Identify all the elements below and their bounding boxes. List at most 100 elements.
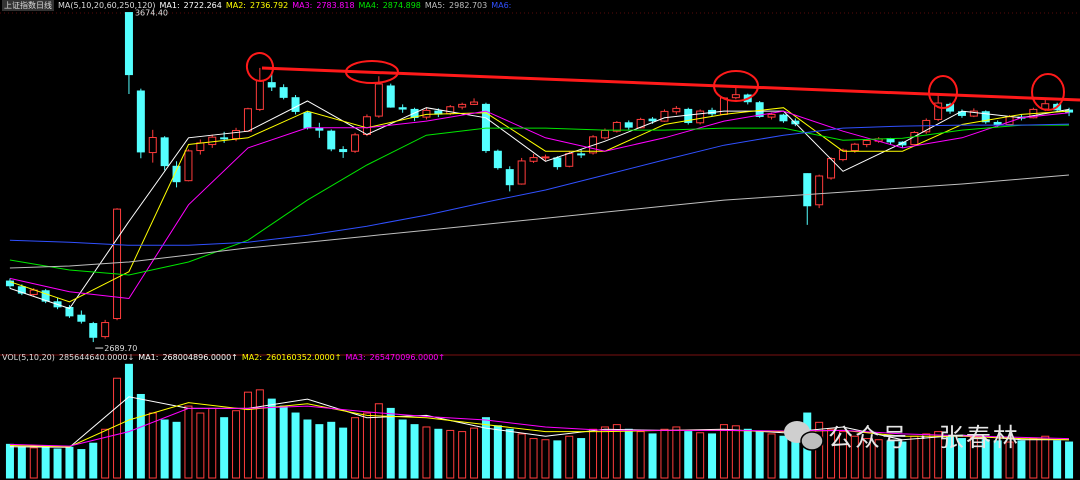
ma-readout: 2783.818 xyxy=(316,1,355,10)
volume-bar xyxy=(1029,438,1038,479)
candle-body xyxy=(910,131,919,146)
volume-ma-readout: 260160352.0000↑ xyxy=(266,353,342,362)
candle-body xyxy=(553,157,562,168)
volume-bar xyxy=(922,433,931,479)
candle-body xyxy=(529,157,538,162)
candle-body xyxy=(636,118,645,129)
volume-bar xyxy=(113,377,122,479)
volume-bar xyxy=(529,438,538,479)
candle-body xyxy=(565,153,574,167)
candle-body xyxy=(303,112,312,129)
candle-body xyxy=(672,107,681,113)
candle-body xyxy=(957,111,966,116)
volume-bar xyxy=(743,428,752,479)
candle-body xyxy=(101,322,110,338)
candle-body xyxy=(767,113,776,118)
watermark: 公众号 · 张春林 xyxy=(828,423,1020,452)
candle-body xyxy=(470,101,479,105)
circle-annotation xyxy=(713,70,759,102)
volume-bar xyxy=(1041,435,1050,479)
volume-bar xyxy=(898,441,907,479)
ma-line xyxy=(9,107,1070,303)
ma-readout: 2874.898 xyxy=(382,1,421,10)
volume-bar xyxy=(957,438,966,479)
volume-bar xyxy=(184,405,193,479)
volume-bar xyxy=(339,427,348,479)
volume-bar xyxy=(696,432,705,479)
candle-body xyxy=(600,129,609,139)
volume-bar xyxy=(65,446,74,479)
candle-body xyxy=(243,108,252,132)
volume-bar xyxy=(291,412,300,479)
candle-body xyxy=(113,208,122,320)
candle-body xyxy=(172,165,181,183)
candle-body xyxy=(422,109,431,118)
volume-bar xyxy=(827,428,836,479)
volume-bar xyxy=(481,417,490,479)
ma-line xyxy=(9,124,1069,276)
volume-bar xyxy=(303,419,312,479)
volume-bar xyxy=(779,435,788,479)
volume-bar xyxy=(1053,440,1062,479)
volume-ma-name: MA1: xyxy=(138,353,159,362)
candle-body xyxy=(65,306,74,317)
volume-bar xyxy=(410,424,419,479)
volume-bar xyxy=(850,435,859,479)
volume-bar xyxy=(517,433,526,479)
volume-ma-line xyxy=(9,402,1070,448)
volume-ma-name: MA2: xyxy=(241,353,263,362)
candle-body xyxy=(779,114,788,122)
volume-bar xyxy=(398,419,407,479)
volume-bar xyxy=(684,431,693,479)
candle-body xyxy=(850,143,859,152)
volume-bar xyxy=(351,417,360,479)
ma-line xyxy=(9,100,1070,310)
ma-name: MA1: xyxy=(159,1,180,10)
ma-readout: 2736.792 xyxy=(250,1,289,10)
ma-line xyxy=(9,174,1070,269)
volume-bar xyxy=(136,393,145,479)
volume-bar xyxy=(636,431,645,479)
candle-body xyxy=(458,103,467,108)
volume-bar xyxy=(362,412,371,479)
volume-indicator-name: VOL(5,10,20) xyxy=(2,353,55,362)
circle-annotation xyxy=(928,75,958,109)
volume-bar xyxy=(541,439,550,479)
candle-body xyxy=(136,90,145,153)
ma-readout: 2982.703 xyxy=(449,1,488,10)
volume-indicator-bar: VOL(5,10,20) 285644640.0000↓ MA1: 2680048… xyxy=(2,352,445,363)
candle-body xyxy=(232,129,241,140)
ma-name: MA5: xyxy=(424,1,446,10)
candle-body xyxy=(493,150,502,169)
circle-annotation xyxy=(345,60,399,84)
candle-body xyxy=(208,136,217,146)
candle-body xyxy=(77,314,86,322)
candle-body xyxy=(624,122,633,128)
candle-body xyxy=(981,111,990,123)
candle-body xyxy=(577,153,586,156)
volume-ma-name: MA3: xyxy=(345,353,366,362)
candle-body xyxy=(255,80,264,110)
ma-name: MA2: xyxy=(225,1,247,10)
candle-body xyxy=(315,127,324,131)
indicator-bar: 上证指数日线 MA(5,10,20,60,250,120) MA1: 2722.2… xyxy=(2,0,511,11)
circle-annotation xyxy=(1031,73,1065,111)
volume-bar xyxy=(577,438,586,479)
volume-bar xyxy=(493,425,502,479)
candle-body xyxy=(220,137,229,140)
candle-body xyxy=(696,110,705,124)
candle-body xyxy=(969,110,978,117)
candle-body xyxy=(17,286,26,294)
candle-body xyxy=(291,97,300,112)
candle-body xyxy=(351,134,360,152)
ma-readout: 2722.264 xyxy=(183,1,222,10)
volume-bar xyxy=(17,446,26,479)
candle-body xyxy=(196,142,205,152)
candle-body xyxy=(541,156,550,159)
ma-name: MA3: xyxy=(292,1,313,10)
volume-bar xyxy=(172,421,181,479)
volume-bar xyxy=(1017,440,1026,479)
candle-body xyxy=(362,116,371,135)
